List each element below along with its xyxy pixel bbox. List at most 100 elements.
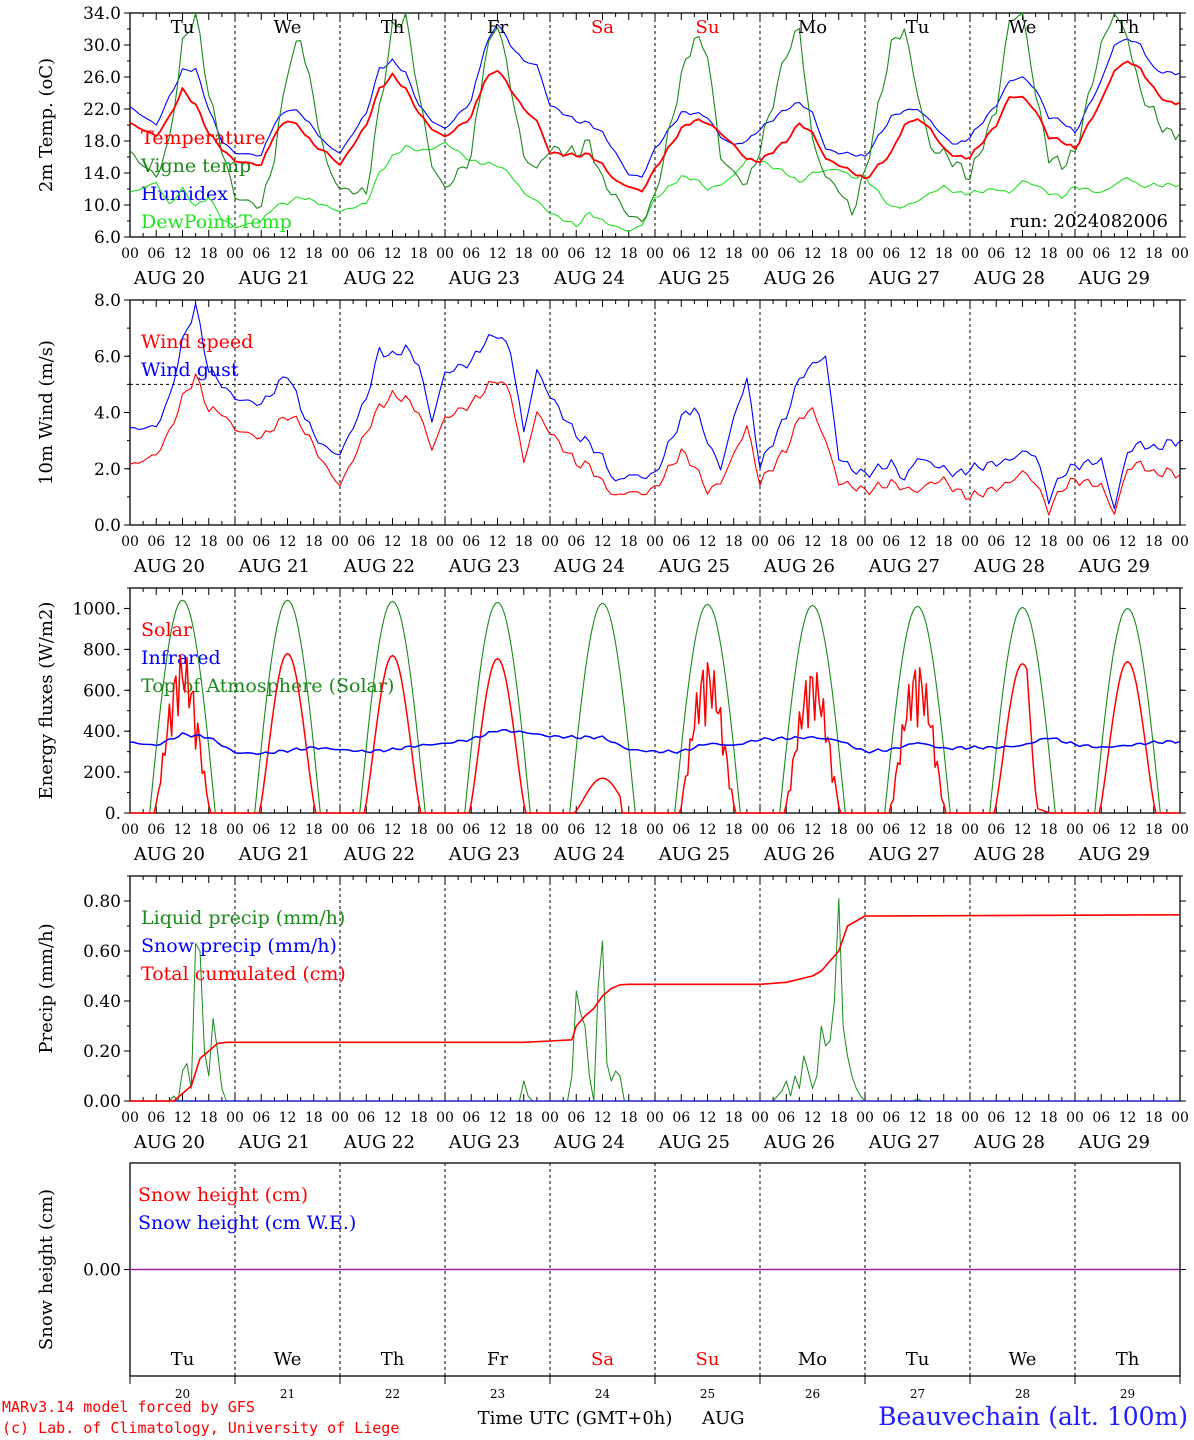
panel2-day-label: AUG 25 [658,556,730,577]
panel2-hour-label: 12 [489,534,507,550]
energy-series-solar [130,652,1180,814]
panel1-hour-label: 06 [357,246,375,262]
panel2-y-tick-label: 4.0 [94,404,121,424]
panel3-y-axis-title: Energy fluxes (W/m2) [36,602,57,800]
panel4-legend-item: Total cumulated (cm) [141,963,346,985]
panel1-legend-item: DewPoint Temp [141,211,292,233]
panel1-y-tick-label: 34.0 [83,4,121,24]
panel3-hour-label: 06 [672,822,690,838]
panel4-y-tick-label: 0.00 [83,1092,121,1112]
panel3-day-label: AUG 25 [658,844,730,865]
panel4-legend-item: Snow precip (mm/h) [141,935,337,957]
panel4-hour-label: 06 [567,1110,585,1126]
panel4-hour-label: 00 [646,1110,664,1126]
bottom-weekday-label: Th [1116,1349,1140,1370]
panel1-hour-label: 12 [384,246,402,262]
bottom-day-number: 26 [805,1387,820,1401]
panel4-hour-label: 12 [174,1110,192,1126]
panel2-hour-label: 00 [961,534,979,550]
panel3-day-label: AUG 29 [1078,844,1150,865]
panel1-hour-label: 12 [1119,246,1137,262]
bottom-weekday-label: We [274,1349,302,1370]
panel1-hour-label: 06 [777,246,795,262]
panel4-hour-label: 06 [777,1110,795,1126]
temp-series-humidex [129,23,1181,178]
panel5-y-tick-label: 0.00 [83,1261,121,1281]
panel3-day-label: AUG 27 [868,844,940,865]
panel3-day-label: AUG 26 [763,844,835,865]
panel1-hour-label: 00 [436,246,454,262]
bottom-day-number: 21 [280,1387,295,1401]
panel3-hour-label: 18 [1040,822,1058,838]
panel2-hour-label: 06 [462,534,480,550]
panel2-hour-label: 12 [594,534,612,550]
panel1-hour-label: 12 [174,246,192,262]
panel2-hour-label: 18 [1040,534,1058,550]
panel4-hour-label: 12 [1014,1110,1032,1126]
panel2-hour-label: 18 [410,534,428,550]
panel2-hour-label: 06 [987,534,1005,550]
panel2-hour-label: 00 [856,534,874,550]
bottom-day-number: 23 [490,1387,505,1401]
temp-series-dewpoint-temp [129,141,1181,233]
panel1-y-axis-title: 2m Temp. (oC) [36,58,57,192]
panel2-hour-label: 18 [620,534,638,550]
panel1-hour-label: 00 [856,246,874,262]
panel2-day-label: AUG 28 [973,556,1045,577]
panel4-hour-label: 00 [541,1110,559,1126]
panel4-hour-label: 06 [147,1110,165,1126]
panel2-hour-label: 00 [331,534,349,550]
panel1-day-label: AUG 26 [763,268,835,289]
panel3-hour-label: 00 [646,822,664,838]
panel5-legend-item: Snow height (cm) [138,1184,308,1206]
panel3-hour-label: 18 [725,822,743,838]
panel1-y-tick-label: 22.0 [83,100,121,120]
panel1-hour-label: 00 [646,246,664,262]
panel4-hour-label: 18 [305,1110,323,1126]
temp-series-vigne-temp [129,12,1181,223]
panel3-y-tick-label: 0. [105,804,121,824]
panel1-hour-label: 18 [305,246,323,262]
panel1-hour-label: 00 [751,246,769,262]
panel2-day-label: AUG 24 [553,556,625,577]
panel2-hour-label: 18 [515,534,533,550]
top-weekday-label: Th [381,17,405,38]
panel1-hour-label: 12 [279,246,297,262]
panel2-hour-label: 00 [541,534,559,550]
panel1-day-label: AUG 24 [553,268,625,289]
panel4-hour-label: 00 [331,1110,349,1126]
panel4-hour-label: 00 [436,1110,454,1126]
panel2-hour-label: 00 [646,534,664,550]
panel1-hour-label: 00 [1066,246,1084,262]
panel2-hour-label: 00 [1171,534,1189,550]
panel2-hour-label: 12 [384,534,402,550]
bottom-weekday-label: Tu [906,1349,930,1370]
panel3-hour-label: 18 [305,822,323,838]
panel3-hour-label: 12 [384,822,402,838]
panel3-day-label: AUG 20 [133,844,205,865]
panel4-hour-label: 12 [909,1110,927,1126]
panel1-hour-label: 12 [594,246,612,262]
panel2-hour-label: 00 [751,534,769,550]
panel4-hour-label: 00 [226,1110,244,1126]
panel4-hour-label: 00 [121,1110,139,1126]
bottom-weekday-label: Su [696,1349,720,1370]
panel1-hour-label: 18 [620,246,638,262]
run-annotation: run: 2024082006 [1010,211,1168,232]
panel3-hour-label: 18 [200,822,218,838]
panel1-hour-label: 12 [489,246,507,262]
bottom-day-number: 20 [175,1387,190,1401]
panel2-hour-label: 06 [252,534,270,550]
panel2-hour-label: 18 [725,534,743,550]
panel2-y-tick-label: 8.0 [94,291,121,311]
panel4-hour-label: 18 [1040,1110,1058,1126]
panel1-hour-label: 18 [1040,246,1058,262]
panel4-legend-item: Liquid precip (mm/h) [141,907,345,929]
panel4-hour-label: 06 [357,1110,375,1126]
panel2-legend-item: Wind speed [141,331,253,353]
panel1-hour-label: 00 [331,246,349,262]
panel3-hour-label: 06 [567,822,585,838]
panel2-legend-item: Wind gust [141,359,239,381]
panel3-hour-label: 06 [1092,822,1110,838]
panel1-hour-label: 18 [200,246,218,262]
